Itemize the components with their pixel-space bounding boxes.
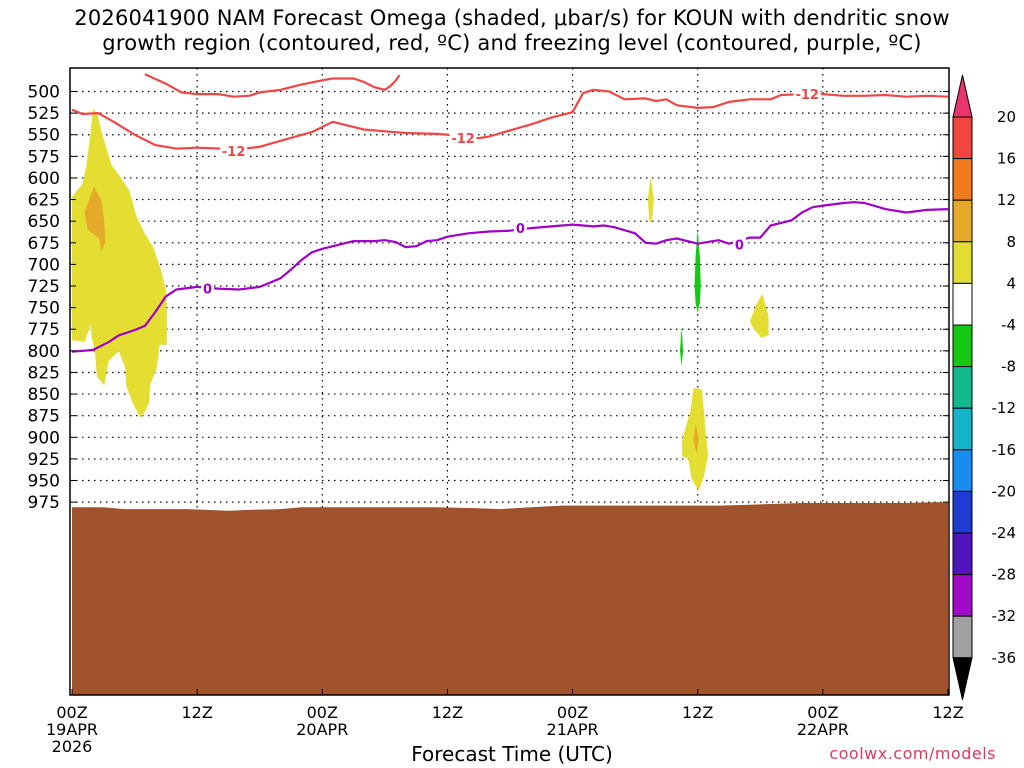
colorbar-label: -12 bbox=[992, 399, 1017, 417]
colorbar-segment bbox=[952, 116, 973, 160]
colorbar-label: -8 bbox=[1001, 358, 1016, 376]
x-axis-label: Forecast Time (UTC) bbox=[411, 742, 613, 766]
contour-label-bg bbox=[513, 220, 527, 237]
y-axis: 5005255505756006256506757007257507758008… bbox=[28, 83, 949, 513]
colorbar-segment bbox=[952, 615, 973, 659]
colorbar-label: -16 bbox=[992, 441, 1017, 459]
colorbar-segment bbox=[952, 532, 973, 576]
contour-label-bg bbox=[732, 236, 746, 253]
colorbar-label: -28 bbox=[992, 566, 1017, 584]
contour-line bbox=[144, 73, 401, 98]
contour-label: 0 bbox=[735, 239, 744, 254]
x-tick-label: 00Z bbox=[307, 703, 338, 722]
x-tick-date: 20APR bbox=[296, 720, 348, 739]
y-tick-label: 550 bbox=[28, 126, 60, 146]
x-tick-label: 00Z bbox=[807, 703, 838, 722]
y-tick-label: 500 bbox=[28, 83, 60, 103]
contour-label-bg bbox=[793, 86, 821, 103]
x-tick-date: 22APR bbox=[797, 720, 849, 739]
contour-label: 0 bbox=[203, 283, 212, 298]
contour-label: 0 bbox=[516, 222, 525, 237]
y-tick-label: 775 bbox=[28, 320, 60, 340]
omega-region bbox=[72, 108, 167, 419]
x-tick-label: 00Z bbox=[557, 703, 588, 722]
colorbar-segment bbox=[952, 366, 973, 409]
y-tick-label: 800 bbox=[28, 342, 60, 362]
colorbar-label: 20 bbox=[997, 108, 1016, 126]
omega-region bbox=[84, 186, 106, 252]
colorbar-cap-bottom bbox=[952, 657, 973, 700]
colorbar-segment bbox=[952, 407, 973, 451]
colorbar-label: -32 bbox=[992, 607, 1017, 625]
title-line-1: 2026041900 NAM Forecast Omega (shaded, μ… bbox=[74, 6, 950, 30]
omega-region bbox=[749, 293, 769, 338]
colorbar-segment bbox=[952, 324, 973, 368]
contour-label: -12 bbox=[222, 145, 246, 160]
terrain bbox=[72, 502, 948, 695]
title-line-2: growth region (contoured, red, ºC) and f… bbox=[102, 31, 922, 55]
colorbar-segment bbox=[952, 241, 973, 284]
colorbar-label: 4 bbox=[1006, 274, 1016, 292]
x-tick-label: 12Z bbox=[932, 703, 963, 722]
x-tick-label: 12Z bbox=[682, 703, 713, 722]
contour-label-bg bbox=[201, 280, 215, 297]
x-tick-label: 00Z bbox=[56, 703, 87, 722]
x-tick-year: 2026 bbox=[52, 737, 93, 756]
omega-shading bbox=[72, 108, 769, 491]
colorbar-label: 8 bbox=[1006, 233, 1016, 251]
y-tick-label: 725 bbox=[28, 277, 60, 297]
contour-label: -12 bbox=[795, 88, 819, 103]
contour-line bbox=[71, 201, 949, 353]
y-tick-label: 575 bbox=[28, 147, 60, 167]
y-tick-label: 850 bbox=[28, 385, 60, 405]
colorbar-cap-top bbox=[952, 74, 973, 118]
colorbar-label: -20 bbox=[992, 482, 1017, 500]
y-tick-label: 600 bbox=[28, 169, 60, 189]
contours: -12 -12 -12 0 0 0 bbox=[71, 73, 949, 353]
y-tick-label: 675 bbox=[28, 234, 60, 254]
chart-title: 2026041900 NAM Forecast Omega (shaded, μ… bbox=[0, 6, 1024, 56]
colorbar-label: -36 bbox=[992, 649, 1017, 667]
terrain-area bbox=[72, 502, 948, 695]
colorbar-label: 16 bbox=[997, 150, 1016, 168]
x-tick-label: 12Z bbox=[432, 703, 463, 722]
omega-region bbox=[680, 326, 684, 367]
y-tick-label: 975 bbox=[28, 493, 60, 513]
credit-text: coolwx.com/models bbox=[829, 744, 996, 763]
y-tick-label: 625 bbox=[28, 191, 60, 211]
y-tick-label: 950 bbox=[28, 472, 60, 492]
contour-label-bg bbox=[220, 143, 248, 160]
y-tick-label: 825 bbox=[28, 363, 60, 383]
omega-region bbox=[647, 176, 654, 222]
x-tick-date: 19APR bbox=[46, 720, 98, 739]
contour-label: -12 bbox=[451, 132, 475, 147]
y-tick-label: 750 bbox=[28, 299, 60, 319]
colorbar-segment bbox=[952, 574, 973, 617]
colorbar: 20 16 12 8 4 -4 -8 -12 -16 -20 -24 -28 -32 -36 bbox=[952, 74, 1017, 700]
colorbar-label: -4 bbox=[1001, 316, 1016, 334]
omega-region bbox=[694, 229, 701, 313]
omega-region bbox=[693, 424, 699, 455]
y-tick-label: 700 bbox=[28, 255, 60, 275]
colorbar-segment bbox=[952, 158, 973, 201]
colorbar-label: -24 bbox=[992, 524, 1017, 542]
y-tick-label: 875 bbox=[28, 407, 60, 427]
y-tick-label: 925 bbox=[28, 450, 60, 470]
x-tick-date: 21APR bbox=[547, 720, 599, 739]
colorbar-segment bbox=[952, 449, 973, 492]
y-tick-label: 650 bbox=[28, 212, 60, 232]
plot-frame bbox=[69, 67, 950, 696]
y-tick-label: 900 bbox=[28, 428, 60, 448]
colorbar-segment bbox=[952, 282, 973, 326]
colorbar-label: 12 bbox=[997, 191, 1016, 209]
y-tick-label: 525 bbox=[28, 104, 60, 124]
x-tick-label: 12Z bbox=[181, 703, 212, 722]
contour-label-bg bbox=[449, 130, 477, 147]
colorbar-segment bbox=[952, 199, 973, 243]
colorbar-segment bbox=[952, 490, 973, 534]
